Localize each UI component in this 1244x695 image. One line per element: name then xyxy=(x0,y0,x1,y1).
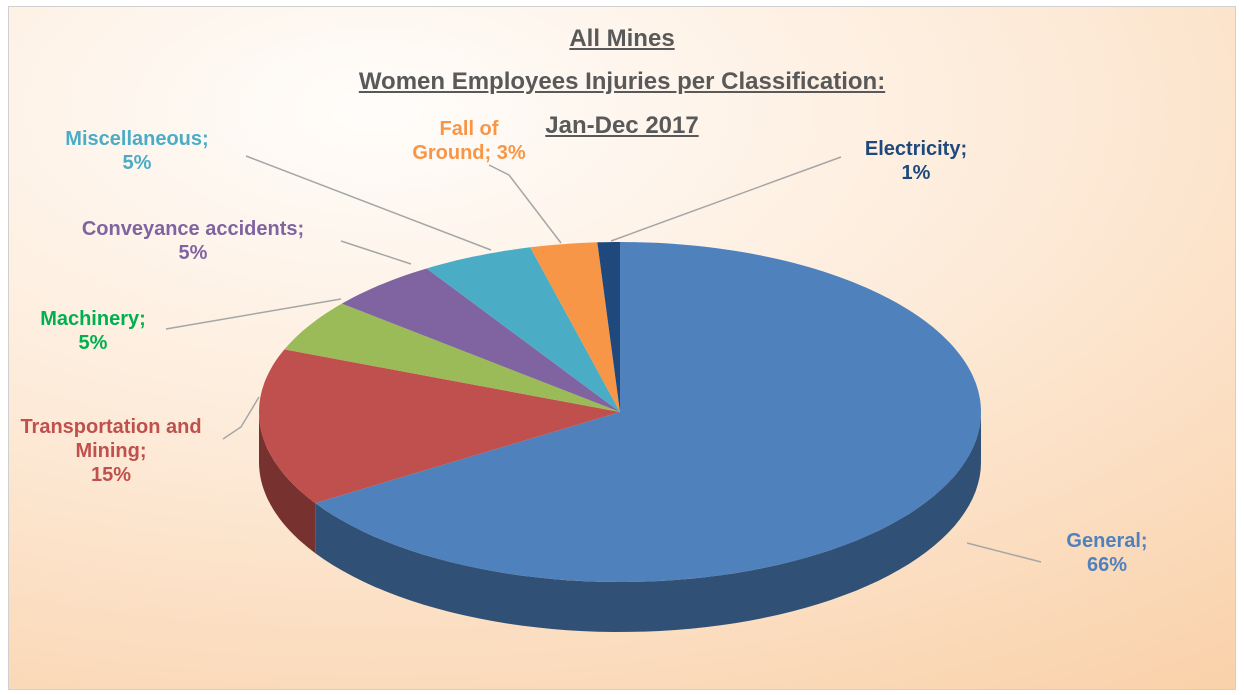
leader-line xyxy=(340,240,412,265)
label-category: Conveyance accidents xyxy=(81,218,298,240)
leader-line xyxy=(488,164,562,244)
data-label: General; 66% xyxy=(1052,529,1162,577)
label-category: Machinery xyxy=(40,308,140,330)
pie-slice-side xyxy=(315,412,981,632)
data-label: Machinery; 5% xyxy=(28,307,158,355)
chart: All Mines Women Employees Injuries per C… xyxy=(8,6,1236,690)
chart-title: All Mines xyxy=(569,25,675,52)
pie-area xyxy=(165,155,1042,632)
label-value: 5% xyxy=(178,242,208,264)
pie-slice xyxy=(341,268,620,412)
data-label: Conveyance accidents; 5% xyxy=(43,217,343,265)
data-label: Miscellaneous; 5% xyxy=(57,127,217,175)
label-category: Electricity xyxy=(864,138,961,160)
leader-line xyxy=(966,542,1042,563)
label-value: 15% xyxy=(90,464,132,486)
pie-slice-side xyxy=(259,412,316,554)
label-separator: ; xyxy=(139,308,146,330)
label-separator: ; xyxy=(297,218,305,240)
label-separator: ; xyxy=(139,440,147,462)
chart-title: Women Employees Injuries per Classificat… xyxy=(358,68,886,95)
data-label: Transportation and Mining; 15% xyxy=(9,415,216,487)
label-category: Miscellaneous xyxy=(65,128,203,150)
chart-title: Jan-Dec 2017 xyxy=(545,112,699,139)
pie-slice xyxy=(259,349,620,504)
label-separator: ; xyxy=(202,128,209,150)
label-value: 1% xyxy=(901,162,931,184)
data-label: Electricity; 1% xyxy=(856,137,976,185)
label-separator: ; xyxy=(960,138,968,160)
pie-slice xyxy=(426,247,620,412)
label-value: 5% xyxy=(122,152,152,174)
pie-slice xyxy=(530,242,620,412)
data-label: Fall of Ground; 3% xyxy=(410,117,528,165)
pie-slice xyxy=(597,242,620,412)
pie-slice xyxy=(315,242,981,582)
leader-line xyxy=(610,156,842,242)
label-value: 5% xyxy=(78,332,108,354)
leader-line xyxy=(222,396,260,440)
pie-slice xyxy=(284,303,620,412)
label-category: Transportation and Mining xyxy=(20,416,202,462)
label-category: Fall of Ground xyxy=(412,118,499,164)
label-separator: ; xyxy=(1140,530,1148,552)
label-category: General xyxy=(1066,530,1141,552)
label-separator: ; xyxy=(484,142,492,164)
leader-line xyxy=(165,298,342,330)
label-value: 66% xyxy=(1086,554,1128,576)
label-value: 3% xyxy=(496,142,526,164)
leader-line xyxy=(245,155,492,251)
